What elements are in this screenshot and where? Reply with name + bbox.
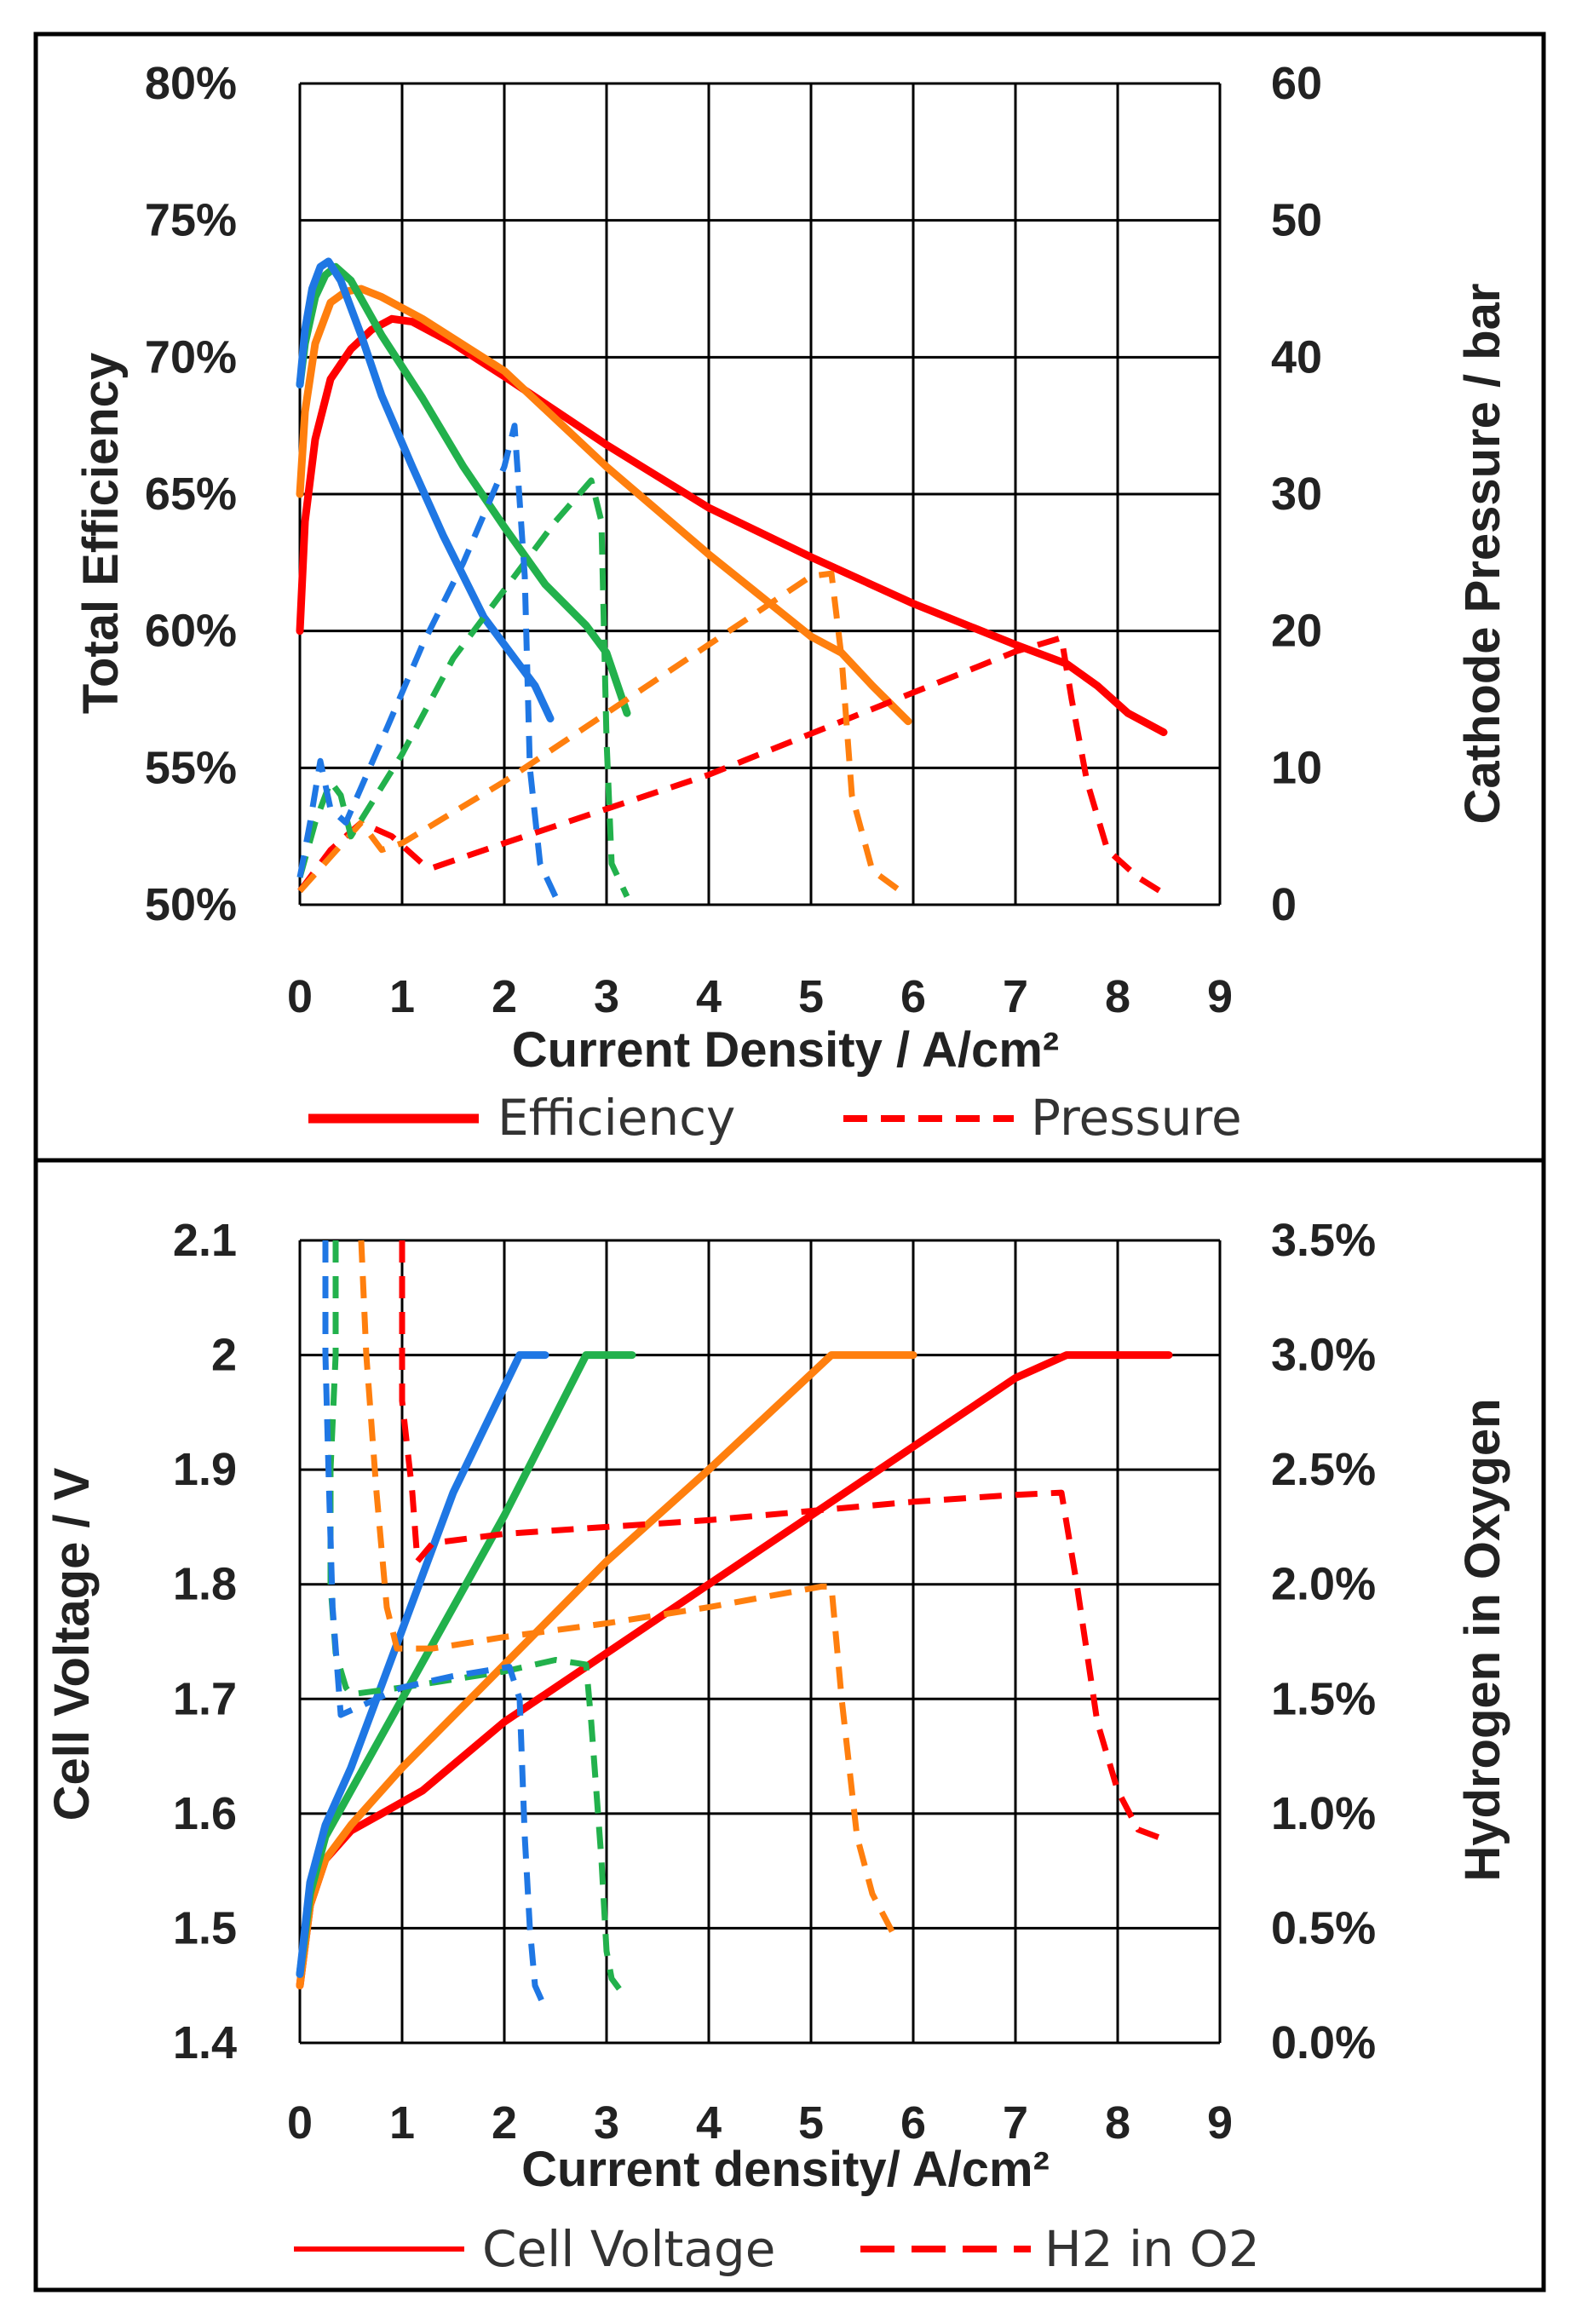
series-green-dashed [296, 477, 630, 898]
y-tick-labels: 50% 55% 60% 65% 70% 75% 80% [145, 58, 237, 930]
series-orange-solid [296, 1351, 917, 1990]
y2-tick-labels: 0.0% 0.5% 1.0% 1.5% 2.0% 2.5% 3.0% 3.5% [1271, 1215, 1376, 2068]
y-tick-label: 75% [145, 195, 237, 246]
y2-tick-label: 3.5% [1271, 1215, 1376, 1266]
x-tick-label: 8 [1105, 971, 1130, 1022]
x-axis-label: Current Density / A/cm² [512, 1022, 1059, 1078]
series-blue-dashed [296, 423, 559, 898]
y-tick-label: 50% [145, 879, 237, 930]
series-orange-dashed [297, 570, 911, 900]
y-tick-label: 2 [211, 1330, 237, 1381]
x-tick-label: 6 [900, 2097, 926, 2149]
y-axis-label: Total Efficiency [73, 353, 129, 714]
x-tick-label: 0 [287, 2097, 313, 2149]
y2-tick-label: 0 [1271, 879, 1297, 930]
y-tick-label: 1.5 [173, 1902, 237, 1953]
legend-label-h2-in-o2: H2 in O2 [1044, 2220, 1260, 2278]
series-blue-dashed [322, 1240, 549, 2010]
y2-tick-label: 1.0% [1271, 1788, 1376, 1839]
x-tick-label: 1 [389, 2097, 415, 2149]
x-tick-label: 5 [798, 971, 824, 1022]
legend: Efficiency Pressure [308, 1089, 1242, 1147]
series-layer [296, 257, 1170, 900]
series-blue-solid [296, 257, 555, 722]
y2-tick-label: 3.0% [1271, 1330, 1376, 1381]
x-tick-labels: 0 1 2 3 4 5 6 7 8 9 [287, 2097, 1233, 2149]
y2-tick-labels: 0 10 20 30 40 50 60 [1271, 58, 1322, 930]
x-tick-label: 7 [1003, 971, 1028, 1022]
y-tick-label: 65% [145, 469, 237, 520]
series-red-solid [296, 314, 1168, 737]
y2-tick-label: 10 [1271, 742, 1322, 793]
x-tick-label: 1 [389, 971, 415, 1022]
y2-tick-label: 30 [1271, 469, 1322, 520]
y2-tick-label: 0.5% [1271, 1902, 1376, 1953]
x-tick-label: 4 [696, 971, 722, 1022]
series-orange-dashed [358, 1240, 896, 1935]
y2-tick-label: 60 [1271, 58, 1322, 109]
legend: Cell Voltage H2 in O2 [294, 2220, 1260, 2278]
y-tick-label: 1.4 [173, 2017, 237, 2068]
y2-tick-label: 0.0% [1271, 2017, 1376, 2068]
y-tick-label: 1.9 [173, 1444, 237, 1495]
x-tick-labels: 0 1 2 3 4 5 6 7 8 9 [287, 971, 1233, 1022]
series-green-dashed [327, 1240, 624, 1994]
grid [298, 82, 1222, 906]
y-tick-label: 70% [145, 331, 237, 383]
y-tick-label: 1.6 [173, 1788, 237, 1839]
x-tick-label: 7 [1003, 2097, 1028, 2149]
y2-tick-label: 20 [1271, 606, 1322, 657]
y-tick-label: 2.1 [173, 1215, 237, 1266]
x-tick-label: 8 [1105, 2097, 1130, 2149]
y2-axis-label: Cathode Pressure / bar [1455, 284, 1510, 825]
x-tick-label: 6 [900, 971, 926, 1022]
x-tick-label: 9 [1207, 2097, 1233, 2149]
x-tick-label: 0 [287, 971, 313, 1022]
y2-tick-label: 2.5% [1271, 1444, 1376, 1495]
x-tick-label: 3 [594, 2097, 619, 2149]
y-tick-label: 1.8 [173, 1559, 237, 1610]
y-tick-label: 80% [145, 58, 237, 109]
x-tick-label: 5 [798, 2097, 824, 2149]
y-tick-labels: 1.4 1.5 1.6 1.7 1.8 1.9 2 2.1 [173, 1215, 237, 2068]
legend-label-cell-voltage: Cell Voltage [482, 2220, 775, 2278]
y2-axis-label: Hydrogen in Oxygen [1455, 1398, 1510, 1881]
series-layer [296, 1240, 1173, 2010]
y-tick-label: 55% [145, 742, 237, 793]
y-tick-label: 1.7 [173, 1673, 237, 1724]
x-tick-label: 4 [696, 2097, 722, 2149]
series-orange-solid [296, 285, 912, 726]
x-tick-label: 3 [594, 971, 619, 1022]
x-tick-label: 2 [492, 971, 517, 1022]
legend-label-pressure: Pressure [1031, 1089, 1242, 1147]
series-green-solid [296, 262, 631, 717]
y2-tick-label: 40 [1271, 331, 1322, 383]
x-tick-label: 2 [492, 2097, 517, 2149]
y2-tick-label: 1.5% [1271, 1673, 1376, 1724]
x-axis-label: Current density/ A/cm² [521, 2142, 1050, 2197]
y2-tick-label: 2.0% [1271, 1559, 1376, 1610]
y-tick-label: 60% [145, 606, 237, 657]
efficiency-pressure-chart: 0 1 2 3 4 5 6 7 8 9 50% 55% 60% 65% 70% 75% 80% 0 10 20 30… [73, 58, 1510, 1147]
x-tick-label: 9 [1207, 971, 1233, 1022]
series-red-dashed [297, 635, 1170, 900]
legend-label-efficiency: Efficiency [498, 1089, 735, 1147]
y-axis-label: Cell Voltage / V [44, 1467, 100, 1821]
y2-tick-label: 50 [1271, 195, 1322, 246]
series-red-dashed [399, 1240, 1170, 1844]
